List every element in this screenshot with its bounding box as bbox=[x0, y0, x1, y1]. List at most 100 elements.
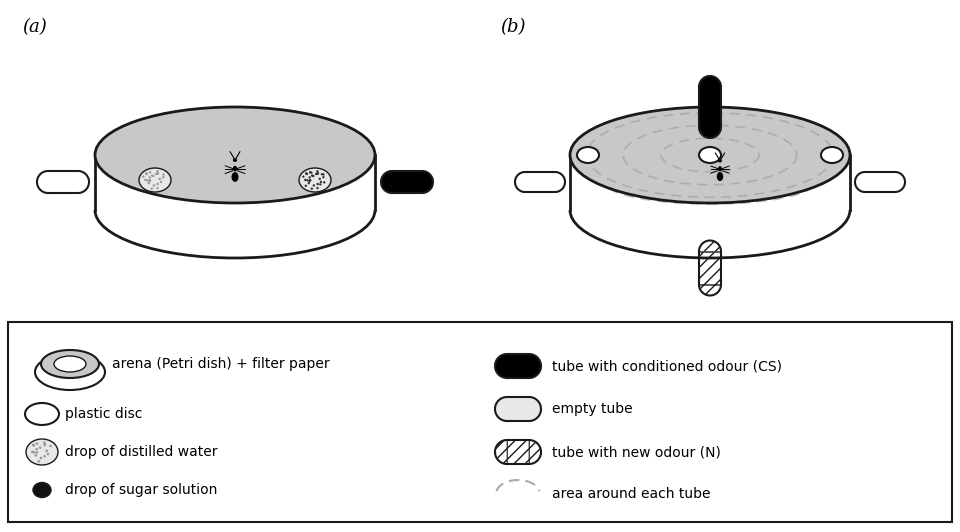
Wedge shape bbox=[699, 76, 721, 87]
Circle shape bbox=[144, 179, 147, 181]
Text: area around each tube: area around each tube bbox=[552, 487, 710, 501]
Circle shape bbox=[317, 172, 319, 174]
Circle shape bbox=[149, 179, 151, 181]
Circle shape bbox=[43, 444, 46, 446]
Wedge shape bbox=[699, 127, 721, 138]
Ellipse shape bbox=[33, 483, 51, 497]
Circle shape bbox=[162, 176, 164, 178]
Wedge shape bbox=[381, 171, 392, 193]
Circle shape bbox=[156, 172, 159, 174]
Text: tube with conditioned odour (CS): tube with conditioned odour (CS) bbox=[552, 359, 782, 373]
Circle shape bbox=[305, 173, 308, 175]
Circle shape bbox=[148, 180, 151, 182]
Circle shape bbox=[302, 176, 304, 178]
Ellipse shape bbox=[95, 107, 375, 203]
Wedge shape bbox=[855, 172, 865, 192]
Ellipse shape bbox=[95, 162, 375, 258]
Text: drop of distilled water: drop of distilled water bbox=[65, 445, 218, 459]
Ellipse shape bbox=[231, 172, 238, 182]
Circle shape bbox=[43, 441, 46, 444]
Circle shape bbox=[307, 182, 310, 184]
Circle shape bbox=[308, 180, 311, 182]
Circle shape bbox=[158, 178, 161, 180]
Circle shape bbox=[320, 181, 323, 183]
Circle shape bbox=[162, 173, 165, 176]
Circle shape bbox=[152, 175, 155, 177]
Circle shape bbox=[33, 451, 36, 454]
Bar bbox=[507, 440, 529, 464]
Circle shape bbox=[319, 178, 321, 180]
Bar bbox=[699, 252, 721, 285]
Circle shape bbox=[32, 444, 35, 446]
Circle shape bbox=[145, 172, 148, 174]
Circle shape bbox=[33, 444, 36, 447]
Circle shape bbox=[47, 453, 49, 455]
Circle shape bbox=[321, 173, 324, 176]
Circle shape bbox=[146, 179, 149, 181]
Text: (a): (a) bbox=[22, 18, 47, 36]
Wedge shape bbox=[495, 440, 507, 464]
Text: arena (Petri dish) + filter paper: arena (Petri dish) + filter paper bbox=[112, 357, 329, 371]
Bar bbox=[699, 87, 721, 127]
Wedge shape bbox=[699, 240, 721, 252]
Circle shape bbox=[149, 179, 152, 181]
Circle shape bbox=[151, 174, 154, 177]
Ellipse shape bbox=[25, 403, 59, 425]
Circle shape bbox=[39, 446, 41, 449]
Ellipse shape bbox=[718, 159, 722, 162]
Circle shape bbox=[153, 184, 156, 187]
Circle shape bbox=[323, 173, 324, 176]
Text: tube with new odour (N): tube with new odour (N) bbox=[552, 445, 721, 459]
Wedge shape bbox=[529, 440, 541, 464]
Circle shape bbox=[319, 183, 322, 186]
Ellipse shape bbox=[233, 166, 237, 171]
Circle shape bbox=[312, 175, 315, 177]
Circle shape bbox=[315, 173, 318, 175]
Circle shape bbox=[316, 170, 319, 172]
Circle shape bbox=[310, 171, 313, 174]
Bar bbox=[525, 172, 555, 192]
Ellipse shape bbox=[54, 356, 86, 372]
Wedge shape bbox=[529, 397, 541, 421]
Ellipse shape bbox=[821, 147, 843, 163]
Circle shape bbox=[151, 187, 153, 190]
Circle shape bbox=[146, 173, 148, 175]
Text: (b): (b) bbox=[500, 18, 525, 36]
Circle shape bbox=[309, 179, 311, 181]
Circle shape bbox=[311, 174, 313, 177]
Bar bbox=[699, 252, 721, 285]
Circle shape bbox=[49, 445, 52, 447]
Circle shape bbox=[317, 172, 319, 175]
Bar bbox=[507, 397, 529, 421]
Circle shape bbox=[311, 187, 313, 190]
Circle shape bbox=[309, 179, 311, 181]
Circle shape bbox=[156, 183, 158, 185]
Circle shape bbox=[45, 450, 48, 452]
Circle shape bbox=[304, 185, 307, 187]
Wedge shape bbox=[699, 285, 721, 295]
Text: plastic disc: plastic disc bbox=[65, 407, 142, 421]
Circle shape bbox=[39, 456, 42, 459]
Wedge shape bbox=[895, 172, 905, 192]
Text: drop of sugar solution: drop of sugar solution bbox=[65, 483, 217, 497]
Wedge shape bbox=[78, 171, 89, 193]
Circle shape bbox=[308, 176, 311, 179]
Circle shape bbox=[317, 183, 319, 185]
Ellipse shape bbox=[699, 147, 721, 163]
Bar bbox=[865, 172, 895, 192]
Circle shape bbox=[31, 451, 34, 453]
Wedge shape bbox=[495, 397, 507, 421]
Circle shape bbox=[35, 454, 37, 456]
Circle shape bbox=[304, 179, 306, 181]
Wedge shape bbox=[37, 171, 48, 193]
Circle shape bbox=[324, 181, 325, 184]
Circle shape bbox=[156, 170, 158, 172]
Circle shape bbox=[37, 460, 40, 463]
Circle shape bbox=[323, 176, 324, 178]
Circle shape bbox=[36, 448, 38, 451]
Bar bbox=[570, 155, 850, 210]
Ellipse shape bbox=[35, 354, 105, 390]
Ellipse shape bbox=[570, 162, 850, 258]
Circle shape bbox=[142, 176, 145, 178]
Ellipse shape bbox=[41, 350, 99, 378]
